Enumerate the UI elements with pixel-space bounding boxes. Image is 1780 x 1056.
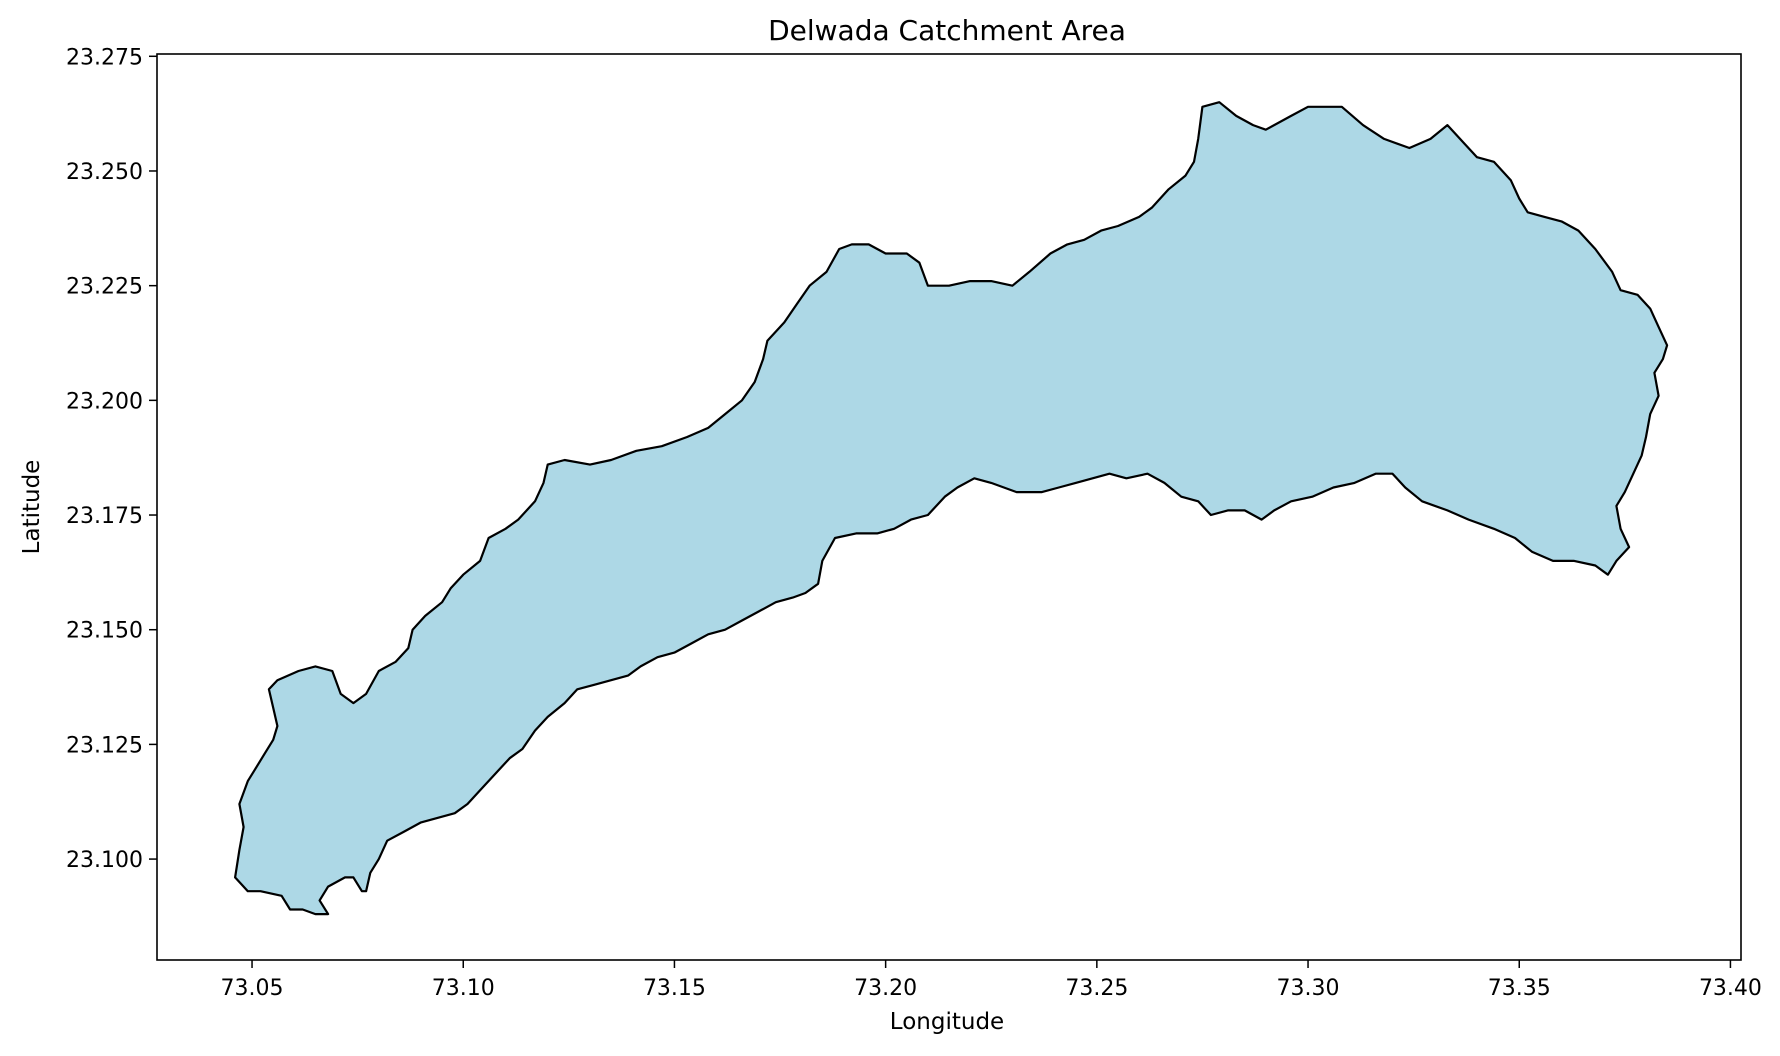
x-tick-label: 73.30 <box>1277 976 1340 1001</box>
x-axis-label: Longitude <box>890 1009 1004 1035</box>
y-tick-label: 23.250 <box>66 160 143 185</box>
y-tick-label: 23.200 <box>66 389 143 414</box>
catchment-polygon <box>234 101 1669 916</box>
axes-frame <box>156 53 1742 961</box>
x-tick-label: 73.10 <box>432 976 495 1001</box>
x-tick-label: 73.35 <box>1488 976 1551 1001</box>
y-tick-label: 23.175 <box>66 504 143 529</box>
x-tick-label: 73.40 <box>1699 976 1762 1001</box>
y-tick-label: 23.225 <box>66 275 143 300</box>
y-axis: 23.100 23.125 23.150 23.175 23.200 23.225 23.2… <box>66 45 157 873</box>
chart-title: Delwada Catchment Area <box>768 14 1126 47</box>
y-tick-label: 23.125 <box>66 733 143 758</box>
y-tick-label: 23.150 <box>66 619 143 644</box>
x-tick-label: 73.15 <box>643 976 706 1001</box>
y-tick-label: 23.100 <box>66 848 143 873</box>
y-tick-label: 23.275 <box>66 45 143 70</box>
x-tick-label: 73.20 <box>854 976 917 1001</box>
y-axis-label: Latitude <box>19 460 45 555</box>
x-axis: 73.05 73.10 73.15 73.20 73.25 73.30 73.35 73.40 <box>221 960 1762 1001</box>
x-tick-label: 73.05 <box>221 976 284 1001</box>
x-tick-label: 73.25 <box>1065 976 1128 1001</box>
